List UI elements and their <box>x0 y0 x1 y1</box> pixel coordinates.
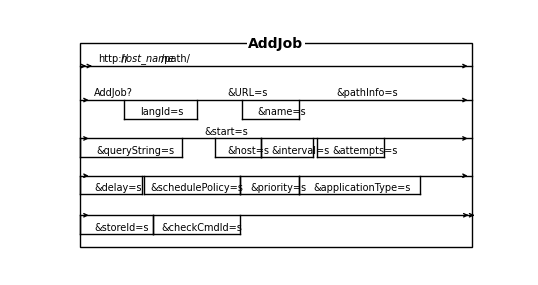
Text: &host=s: &host=s <box>228 146 270 156</box>
Text: &storeId=s: &storeId=s <box>94 223 149 233</box>
Text: &URL=s: &URL=s <box>228 88 268 98</box>
Text: AddJob?: AddJob? <box>94 88 133 98</box>
Text: host_name: host_name <box>121 53 174 64</box>
Text: &queryString=s: &queryString=s <box>96 146 174 156</box>
Text: &start=s: &start=s <box>205 127 249 137</box>
Text: &checkCmdId=s: &checkCmdId=s <box>161 223 242 233</box>
Text: &delay=s: &delay=s <box>94 183 142 193</box>
Text: &pathInfo=s: &pathInfo=s <box>336 88 398 98</box>
Text: &schedulePolicy=s: &schedulePolicy=s <box>151 183 244 193</box>
Text: &interval=s: &interval=s <box>272 146 330 156</box>
Text: &name=s: &name=s <box>257 107 306 117</box>
Text: /path/: /path/ <box>161 54 190 64</box>
Text: &applicationType=s: &applicationType=s <box>313 183 410 193</box>
Text: http://: http:// <box>98 54 129 64</box>
Text: langId=s: langId=s <box>140 107 183 117</box>
Text: AddJob: AddJob <box>248 38 303 52</box>
Text: &attempts=s: &attempts=s <box>332 146 398 156</box>
Text: &priority=s: &priority=s <box>251 183 307 193</box>
